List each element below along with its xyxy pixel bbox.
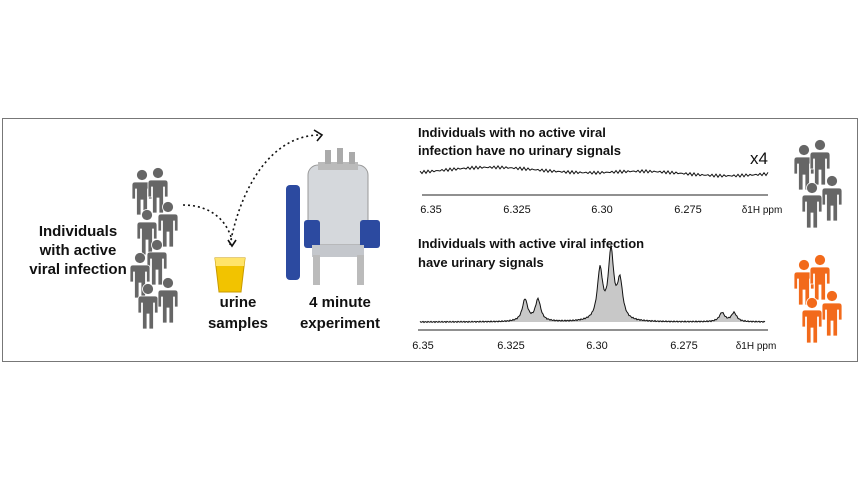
tick-label: 6.325 (503, 204, 531, 216)
tick-label: 6.275 (670, 340, 698, 352)
left-label: Individuals with active viral infection (29, 223, 127, 278)
signal-trace (419, 245, 766, 324)
urine-cup (214, 257, 246, 293)
title-line: have urinary signals (418, 255, 544, 270)
tick-label: 6.275 (674, 204, 702, 216)
tick-label: 6.35 (420, 204, 441, 216)
axis-label: δ1H ppm (742, 205, 783, 216)
tick-label: 6.35 (412, 340, 433, 352)
tick-label: 6.30 (586, 340, 607, 352)
top-ticks: 6.35 6.325 6.30 6.275 δ1H ppm (420, 204, 782, 216)
instrument-label: 4 minute experiment (300, 294, 380, 332)
title-line: infection have no urinary signals (418, 143, 621, 158)
title-line: Individuals with active viral infection (418, 236, 644, 251)
noise-trace (419, 165, 769, 179)
scale-factor: x4 (750, 149, 768, 168)
spectrometer (286, 148, 380, 285)
arrowhead (313, 129, 324, 142)
tick-label: 6.30 (591, 204, 612, 216)
label-line: urine (220, 294, 257, 311)
label-line: experiment (300, 315, 380, 332)
label-line: 4 minute (309, 294, 371, 311)
label-line: Individuals (39, 223, 117, 240)
top-title: Individuals with no active viral infecti… (418, 125, 621, 158)
bottom-ticks: 6.35 6.325 6.30 6.275 δ1H ppm (412, 340, 776, 352)
arrow (229, 134, 321, 246)
cup-label: urine samples (208, 294, 268, 332)
label-line: with active (39, 242, 117, 259)
label-line: viral infection (29, 261, 127, 278)
axis-label: δ1H ppm (736, 341, 777, 352)
arrowhead (227, 239, 237, 248)
label-line: samples (208, 315, 268, 332)
tick-label: 6.325 (497, 340, 525, 352)
bottom-title: Individuals with active viral infection … (418, 236, 644, 270)
title-line: Individuals with no active viral (418, 125, 606, 140)
arrow (182, 204, 233, 241)
